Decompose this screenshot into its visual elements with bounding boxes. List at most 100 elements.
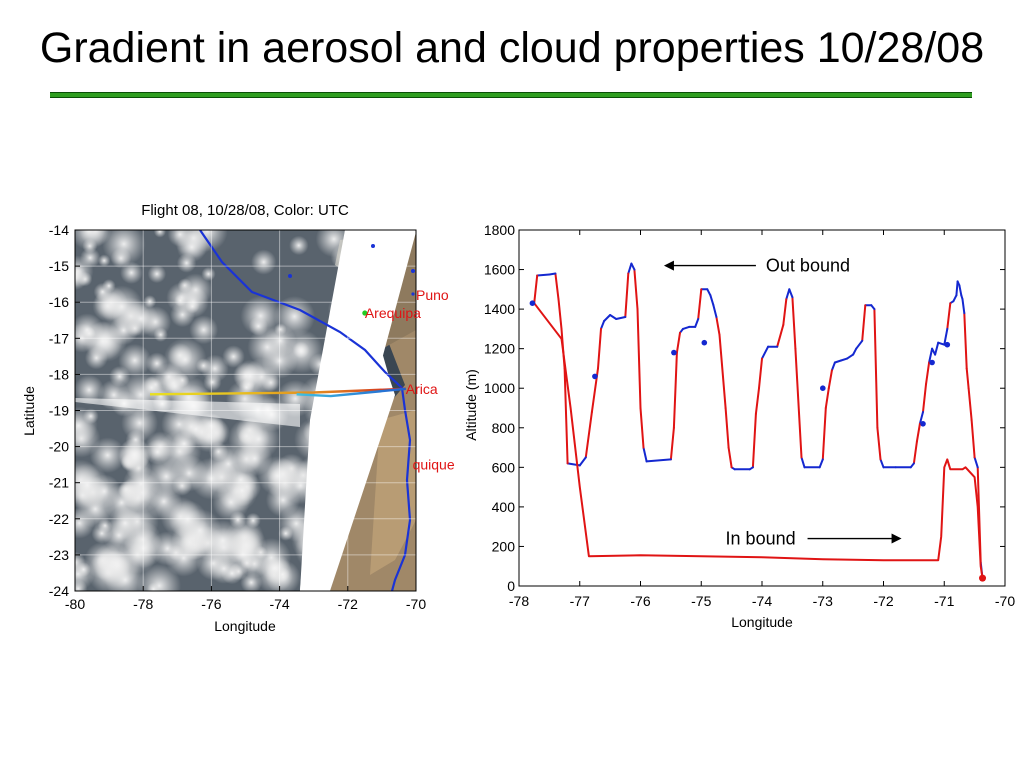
map-y-tick-label: -24: [49, 583, 69, 599]
altitude-line-segment: [533, 274, 539, 305]
altitude-marker: [529, 300, 536, 307]
altitude-line-segment: [712, 304, 718, 318]
altitude-line-segment: [824, 387, 830, 409]
annotation-label: In bound: [726, 529, 796, 549]
slide-title: Gradient in aerosol and cloud properties…: [39, 24, 985, 72]
altitude-line-segment: [624, 272, 630, 318]
altitude-line-segment: [554, 272, 560, 301]
altitude-line-segment: [645, 458, 672, 463]
altitude-line-segment: [724, 407, 730, 449]
altitude-line-segment: [963, 312, 968, 370]
altitude-line-segment: [709, 294, 715, 307]
altitude-line-segment: [934, 341, 940, 356]
altitude-endpoint-marker: [979, 574, 987, 582]
altitude-line-segment: [706, 288, 712, 297]
altitude-line-segment: [694, 318, 700, 328]
map-y-tick-label: -19: [49, 403, 69, 419]
map-y-axis-label: Latitude: [21, 386, 37, 436]
altitude-x-tick-label: -74: [752, 593, 772, 609]
altitude-line-segment: [943, 327, 949, 346]
altitude-line-segment: [791, 296, 797, 350]
map-x-tick-label: -76: [201, 596, 221, 612]
altitude-x-tick-label: -77: [570, 593, 590, 609]
annotation-arrowhead: [663, 260, 674, 271]
altitude-line-segment: [761, 345, 770, 360]
map-y-tick-label: -23: [49, 547, 69, 563]
altitude-line-segment: [852, 347, 858, 356]
map-y-tick-label: -18: [49, 366, 69, 382]
altitude-x-axis-label: Longitude: [731, 614, 793, 630]
altitude-line-segment: [715, 316, 721, 336]
altitude-y-tick-label: 1200: [484, 341, 515, 357]
altitude-marker: [929, 359, 935, 366]
altitude-line-segment: [827, 369, 833, 390]
altitude-marker: [701, 339, 708, 346]
altitude-y-tick-label: 600: [492, 459, 516, 475]
altitude-x-tick-label: -72: [873, 593, 893, 609]
altitude-inbound-line: [533, 302, 984, 579]
altitude-line-segment: [603, 314, 612, 322]
altitude-line-segment: [669, 426, 675, 461]
altitude-y-tick-label: 1800: [484, 222, 515, 238]
altitude-line-segment: [697, 288, 703, 320]
map-y-tick-label: -20: [49, 439, 69, 455]
altitude-line-segment: [584, 411, 593, 459]
map-y-tick-label: -21: [49, 475, 69, 491]
altitude-line-segment: [600, 320, 606, 330]
altitude-line-segment: [958, 284, 963, 297]
altitude-line-segment: [840, 357, 849, 362]
altitude-x-ticks: -78 -77 -76 -75 -74 -73 -72 -71 -70: [509, 230, 1015, 609]
map-x-tick-label: -72: [338, 596, 358, 612]
map-x-ticks: -80 -78 -76 -74 -72 -70: [65, 586, 426, 612]
altitude-line-segment: [615, 316, 627, 320]
annotation-arrowhead: [891, 533, 902, 544]
altitude-line-segment: [548, 272, 557, 276]
altitude-x-tick-label: -70: [995, 593, 1015, 609]
altitude-line-segment: [536, 273, 551, 277]
altitude-line-segment: [800, 456, 806, 469]
altitude-line-segment: [682, 325, 691, 330]
place-label: quique: [413, 457, 455, 473]
altitude-line-segment: [915, 422, 921, 443]
altitude-series: [529, 262, 987, 582]
flight-track: [149, 387, 406, 396]
altitude-line-segment: [925, 361, 931, 386]
altitude-line-segment: [639, 407, 645, 449]
altitude-line-segment: [855, 339, 864, 350]
altitude-line-segment: [633, 268, 639, 311]
altitude-y-tick-label: 1600: [484, 262, 515, 278]
altitude-line-segment: [946, 302, 952, 330]
altitude-marker: [820, 385, 826, 392]
altitude-line-segment: [879, 458, 885, 469]
place-label: Arequipa: [365, 305, 421, 321]
altitude-line-segment: [876, 426, 882, 461]
altitude-marker: [920, 421, 926, 427]
altitude-line-segment: [727, 446, 733, 469]
altitude-line-segment: [754, 387, 760, 415]
altitude-line-segment: [578, 456, 587, 467]
satellite-image: [75, 230, 416, 591]
altitude-line-segment: [758, 357, 763, 390]
altitude-line-segment: [965, 367, 970, 390]
altitude-line-segment: [952, 294, 958, 303]
place-labels: Puno Arequipa Arica quique: [362, 287, 455, 473]
altitude-x-tick-label: -71: [934, 593, 954, 609]
map-x-axis-label: Longitude: [214, 618, 276, 634]
altitude-y-tick-label: 1000: [484, 380, 515, 396]
altitude-annotations: Out bound In bound: [663, 256, 902, 549]
map-x-tick-label: -78: [133, 596, 153, 612]
flight-tracks: [149, 387, 406, 398]
altitude-line-segment: [818, 458, 824, 469]
flight-track: [296, 387, 406, 398]
altitude-marker: [944, 341, 951, 348]
altitude-line-segment: [830, 361, 836, 372]
map-y-tick-label: -14: [49, 222, 69, 238]
altitude-line-segment: [912, 440, 918, 465]
altitude-y-axis-label: Altitude (m): [463, 369, 479, 441]
altitude-line-segment: [973, 456, 979, 469]
altitude-line-segment: [627, 262, 633, 275]
altitude-line-segment: [833, 359, 842, 364]
altitude-line-segment: [821, 407, 827, 461]
altitude-y-tick-label: 800: [492, 420, 516, 436]
